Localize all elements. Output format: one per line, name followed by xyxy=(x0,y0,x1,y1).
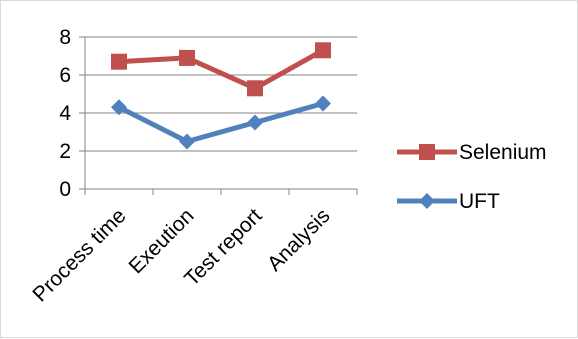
legend-label: Selenium xyxy=(459,141,547,164)
y-tick-label: 8 xyxy=(59,26,71,49)
series-line xyxy=(118,48,325,91)
legend-entry-uft: UFT xyxy=(397,190,500,213)
y-tick-label: 2 xyxy=(59,140,71,163)
x-category-label: Process time xyxy=(28,204,130,306)
axes xyxy=(79,36,358,195)
data-point xyxy=(111,99,127,116)
data-point xyxy=(179,133,195,150)
y-tick-label: 4 xyxy=(59,102,71,125)
y-tick-label: 6 xyxy=(59,64,71,87)
y-axis-ticks: 0 2 4 6 8 xyxy=(59,26,71,201)
series-uft xyxy=(111,95,331,150)
legend-entry-selenium: Selenium xyxy=(397,141,547,164)
legend-label: UFT xyxy=(459,190,500,213)
data-point xyxy=(315,42,331,59)
series-group xyxy=(111,42,331,150)
legend-marker xyxy=(419,193,435,209)
x-category-label: Analysis xyxy=(263,204,335,276)
legend-marker xyxy=(419,144,435,160)
data-point xyxy=(247,80,263,97)
data-point xyxy=(111,53,127,70)
data-point xyxy=(179,49,195,66)
series-line xyxy=(117,101,324,144)
data-point xyxy=(315,95,331,112)
data-point xyxy=(247,114,263,131)
y-tick-label: 0 xyxy=(59,178,71,201)
legend: Selenium UFT xyxy=(397,141,547,213)
series-selenium xyxy=(111,42,331,97)
